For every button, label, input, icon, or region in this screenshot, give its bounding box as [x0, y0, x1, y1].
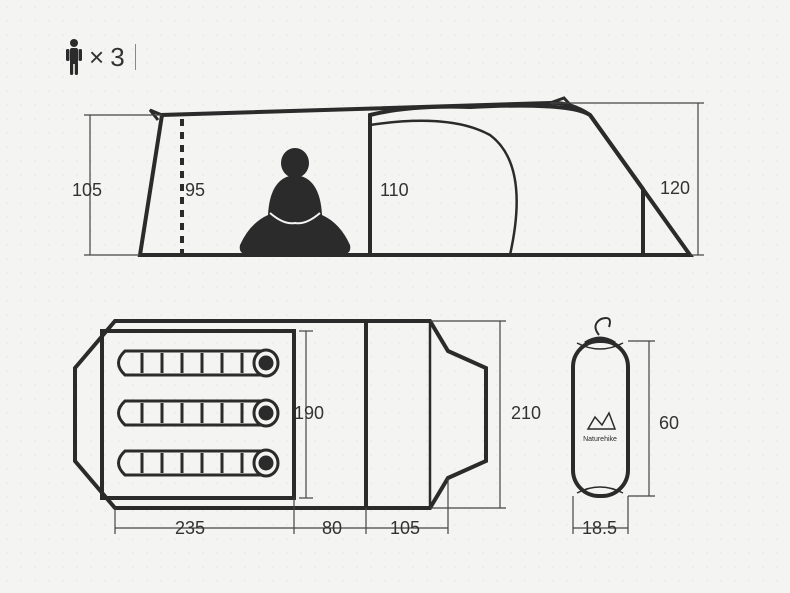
dim-outer-width: 210: [511, 403, 541, 424]
dim-inner-peak: 110: [380, 180, 409, 201]
sleeping-bag-2: [119, 400, 279, 426]
dim-length-sleep: 235: [175, 518, 205, 539]
person-icon: [65, 38, 83, 76]
pack-outline: [573, 341, 628, 496]
sleeping-bag-1: [119, 350, 279, 376]
side-outline: [140, 103, 690, 255]
pack-view: Naturehike: [555, 313, 715, 553]
dim-height-inner: 95: [185, 180, 205, 201]
dim-pack-height: 60: [659, 413, 679, 434]
dim-length-vestibule: 105: [390, 518, 420, 539]
brand-text: Naturehike: [583, 436, 617, 443]
dim-pack-width: 18.5: [582, 518, 617, 539]
sleeping-bag-3: [119, 450, 279, 476]
dim-height-left: 105: [72, 180, 102, 201]
top-outline: [75, 321, 486, 508]
sitting-person-icon: [240, 148, 351, 255]
cursor-mark: [135, 44, 136, 70]
brand-logo: Naturehike: [583, 413, 617, 443]
multiplier-glyph: ×: [89, 42, 104, 73]
dim-inner-width: 190: [294, 403, 324, 424]
dim-length-mid: 80: [322, 518, 342, 539]
side-inner-chamber: [370, 106, 643, 255]
dim-height-right: 120: [660, 178, 690, 199]
diagram-root: × 3 105 95 110 120: [0, 0, 790, 593]
capacity-count: 3: [110, 42, 124, 73]
top-view: [70, 313, 550, 553]
capacity-indicator: × 3: [65, 38, 136, 76]
sleeping-bags: [119, 350, 279, 476]
